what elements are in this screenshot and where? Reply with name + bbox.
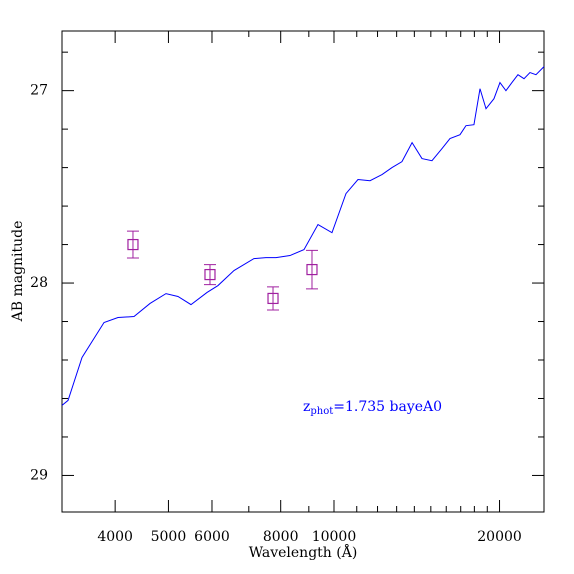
data-point <box>306 263 318 276</box>
x-tick-label: 10000 <box>312 529 357 545</box>
data-point <box>127 238 139 251</box>
error-bar <box>305 249 318 290</box>
x-tick-label: 20000 <box>477 529 522 545</box>
annotation: zphot=1.735 bayeA0 <box>303 399 442 417</box>
error-bar <box>267 286 280 311</box>
x-tick-label: 8000 <box>263 529 299 545</box>
error-bar <box>126 230 139 259</box>
annotation-rest: =1.735 bayeA0 <box>333 399 442 415</box>
y-tick-label: 28 <box>30 275 48 291</box>
data-point <box>267 292 279 305</box>
y-tick-label: 27 <box>30 83 48 99</box>
x-tick-label: 4000 <box>97 529 133 545</box>
model-line <box>61 66 545 406</box>
x-tick-label: 6000 <box>194 529 230 545</box>
x-tick-label: 5000 <box>151 529 187 545</box>
annotation-subscript: phot <box>310 406 333 417</box>
y-axis-label: AB magnitude <box>10 221 26 323</box>
y-tick-label: 29 <box>30 467 48 483</box>
data-point <box>204 268 216 281</box>
error-bar <box>203 264 216 286</box>
annotation-text: z <box>303 399 310 415</box>
x-axis-label: Wavelength (Å) <box>249 543 358 561</box>
plot-frame <box>61 30 545 513</box>
